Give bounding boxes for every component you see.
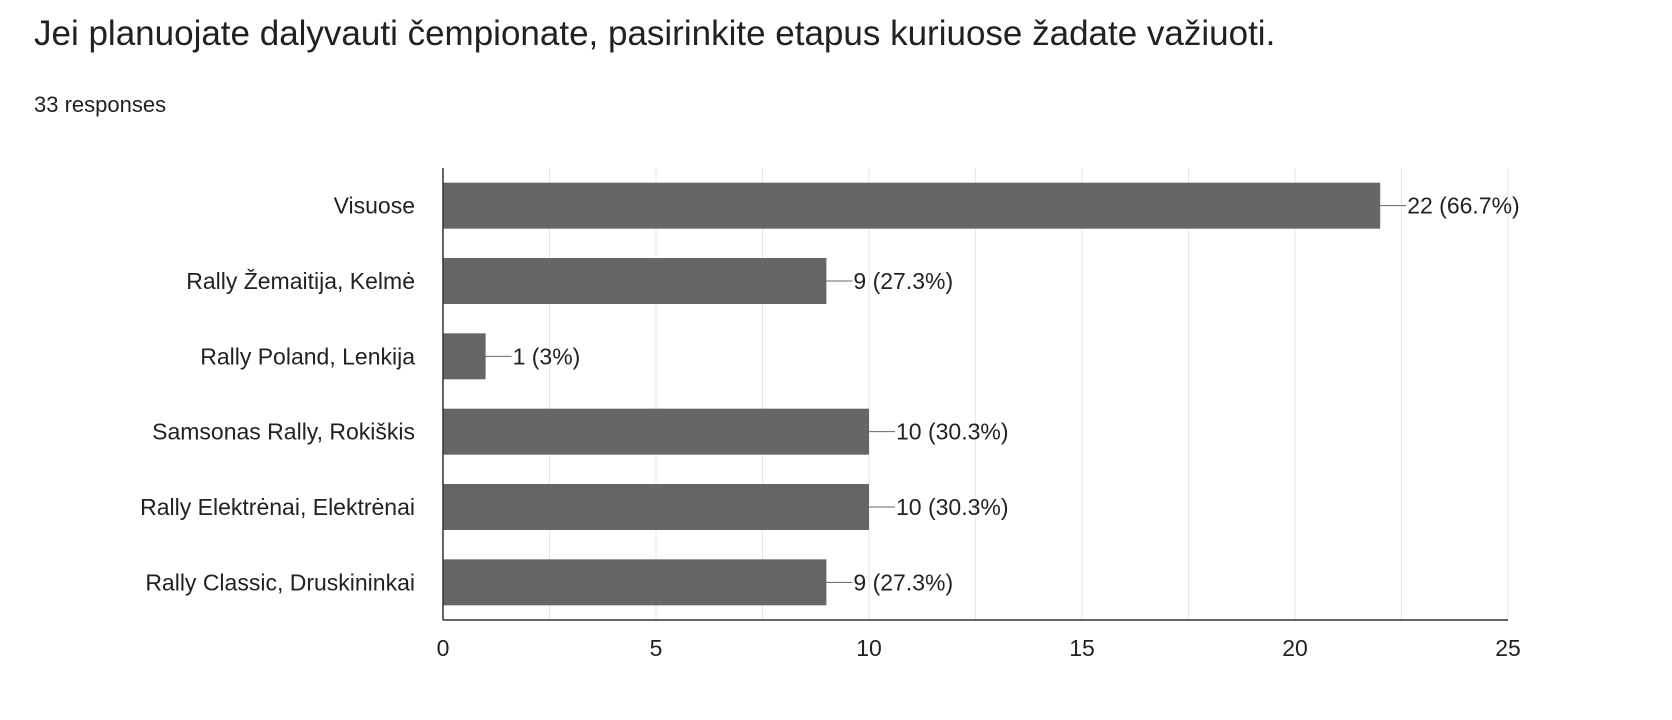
x-tick-label: 0 xyxy=(437,635,450,661)
bar xyxy=(443,258,827,304)
x-tick-label: 25 xyxy=(1495,635,1521,661)
category-label: Rally Poland, Lenkija xyxy=(200,343,415,369)
category-label: Visuose xyxy=(334,193,415,219)
bar xyxy=(443,182,1381,229)
x-tick-label: 5 xyxy=(650,635,663,661)
x-tick-label: 10 xyxy=(856,635,882,661)
data-label: 10 (30.3%) xyxy=(896,419,1009,445)
x-tick-label: 20 xyxy=(1282,635,1308,661)
category-label: Rally Žemaitija, Kelmė xyxy=(186,268,415,294)
response-count: 33 responses xyxy=(34,92,167,117)
bar xyxy=(443,333,486,380)
category-label: Samsonas Rally, Rokiškis xyxy=(152,419,415,445)
chart-title: Jei planuojate dalyvauti čempionate, pas… xyxy=(34,14,1276,53)
data-label: 10 (30.3%) xyxy=(896,494,1009,520)
category-label: Rally Classic, Druskininkai xyxy=(145,569,415,595)
data-label: 9 (27.3%) xyxy=(853,268,953,294)
bar xyxy=(443,559,827,606)
category-label: Rally Elektrėnai, Elektrėnai xyxy=(140,494,415,520)
data-label: 22 (66.7%) xyxy=(1407,193,1520,219)
gridlines xyxy=(549,168,1509,620)
bar xyxy=(443,408,869,455)
labels: 22 (66.7%) Visuose 9 (27.3%) Rally Žemaitij… xyxy=(140,193,1520,596)
axes: 0 5 10 15 20 25 xyxy=(437,168,1521,661)
x-tick-label: 15 xyxy=(1069,635,1095,661)
bar xyxy=(443,484,869,530)
data-label: 1 (3%) xyxy=(513,343,581,369)
bars xyxy=(443,182,1381,606)
data-label: 9 (27.3%) xyxy=(853,569,953,595)
